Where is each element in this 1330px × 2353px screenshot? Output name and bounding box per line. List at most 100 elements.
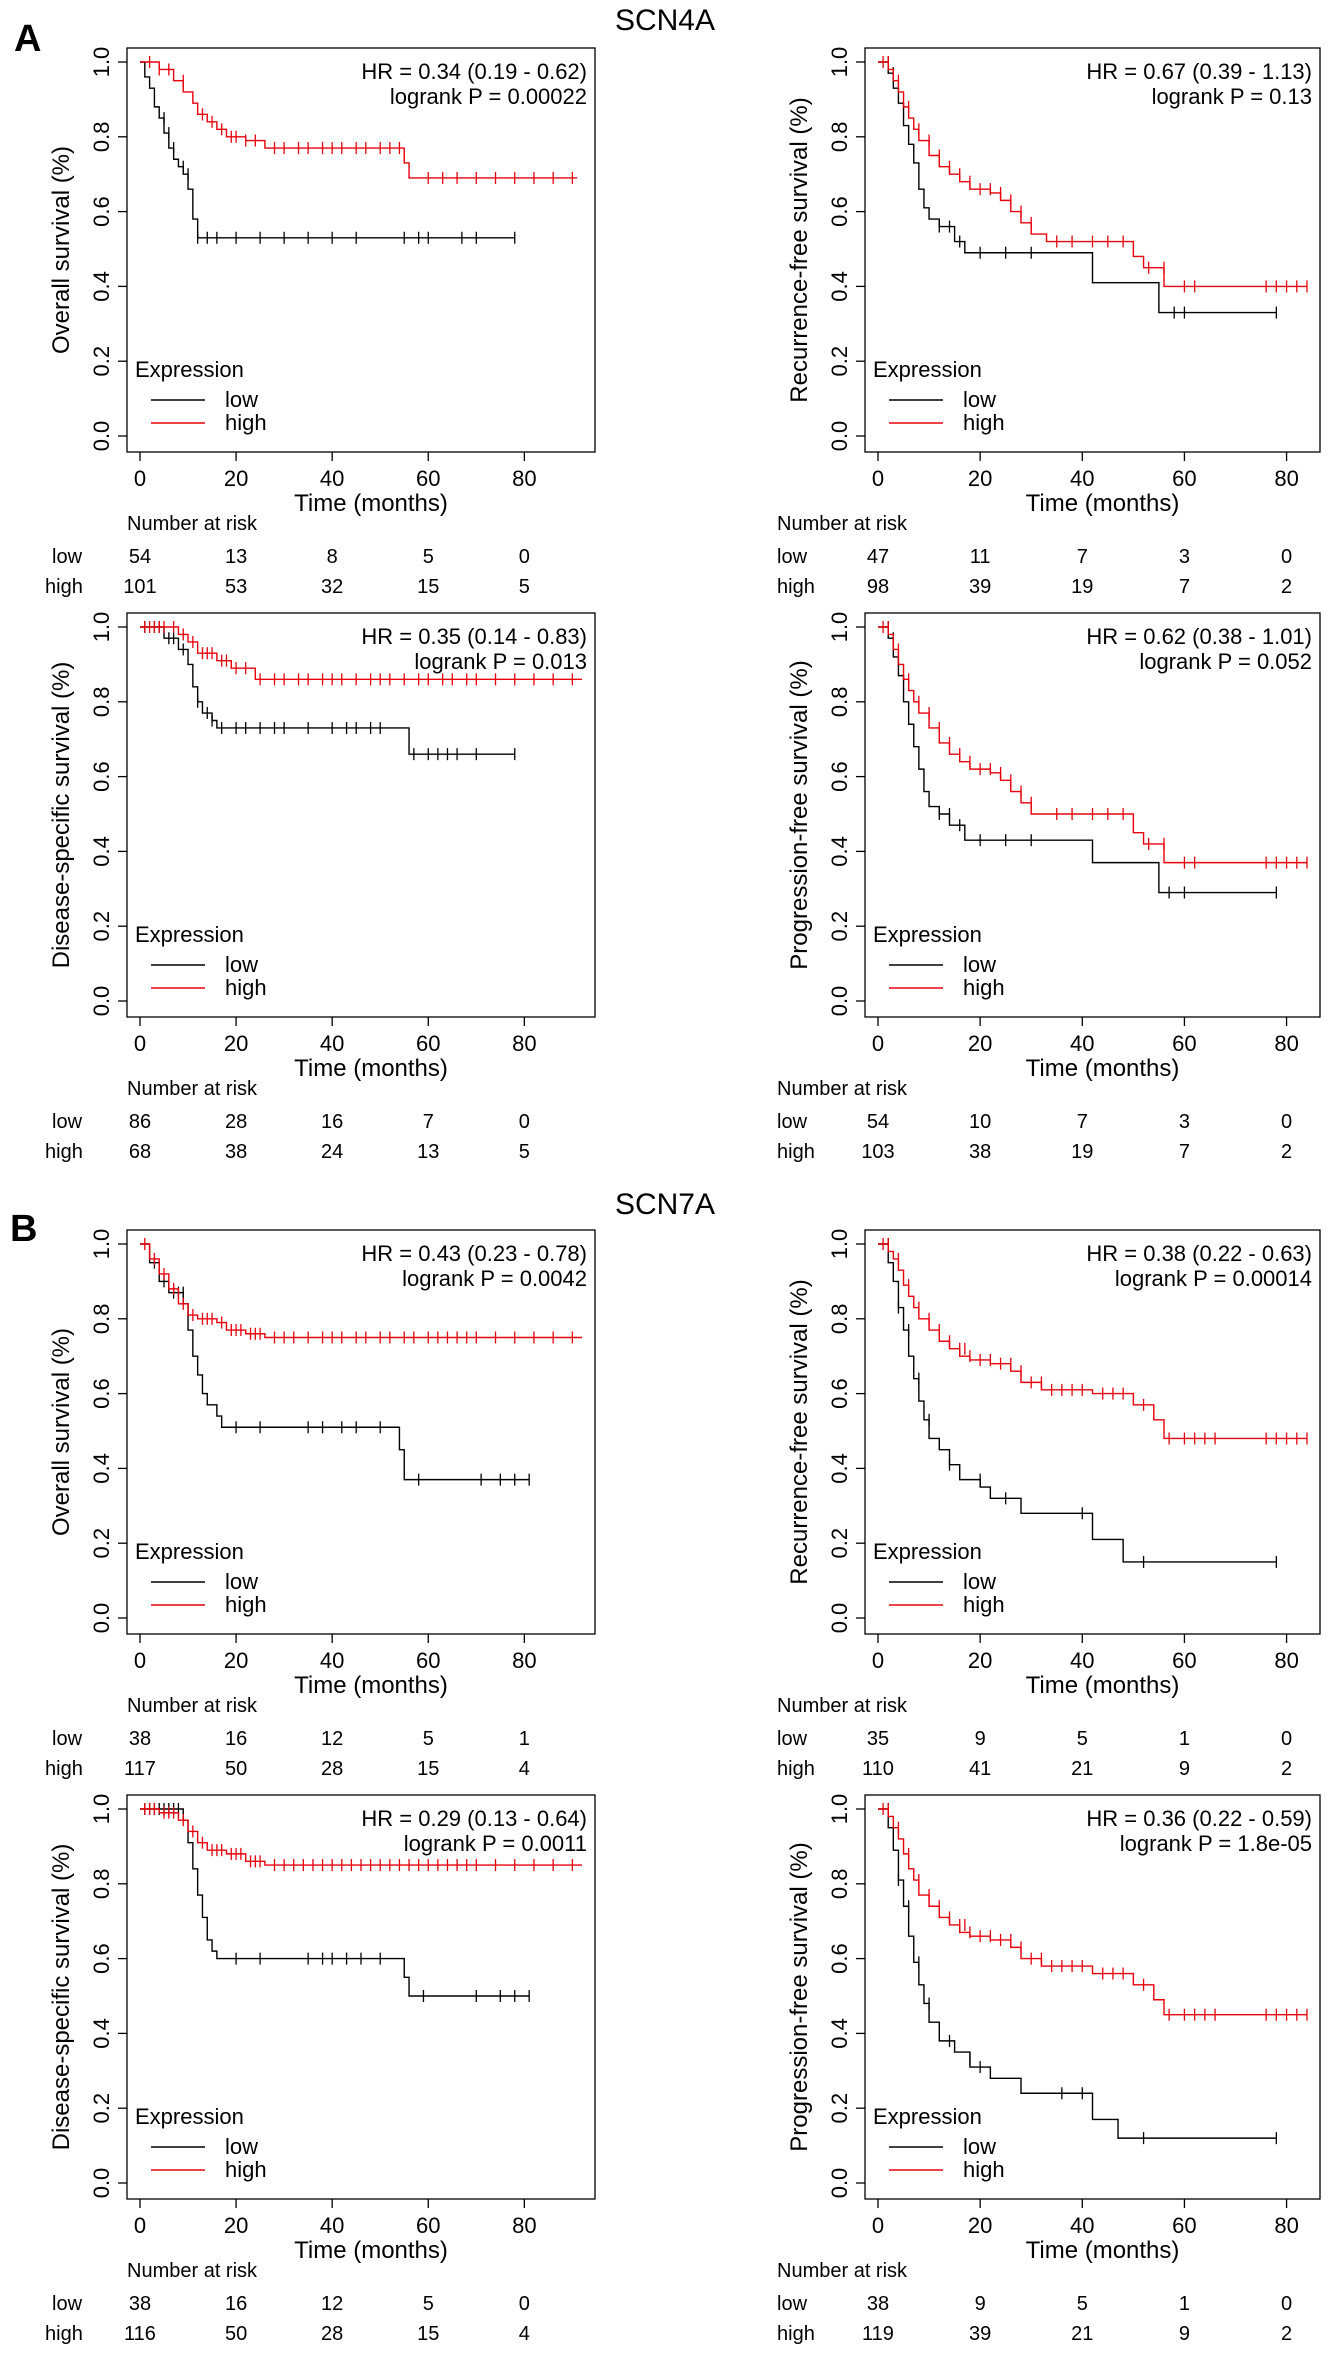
x-axis-title: Time (months) <box>1026 490 1180 517</box>
risk-count-high: 24 <box>321 1141 343 1163</box>
risk-count-low: 8 <box>327 546 338 568</box>
x-axis-title: Time (months) <box>294 2237 448 2264</box>
km-curve-low <box>140 61 515 239</box>
legend-title: Expression <box>873 2104 982 2129</box>
y-tick-label: 0.2 <box>827 346 852 377</box>
x-tick-label: 60 <box>416 1648 440 1673</box>
x-tick-label: 60 <box>416 1031 440 1056</box>
legend-label-low: low <box>225 387 258 412</box>
logrank-p-text: logrank P = 0.052 <box>1139 649 1312 674</box>
y-tick-label: 0.4 <box>827 2018 852 2049</box>
risk-table-title: Number at risk <box>777 2260 908 2282</box>
risk-count-low: 38 <box>867 2293 889 2315</box>
x-tick-label: 80 <box>512 2213 536 2238</box>
risk-count-low: 5 <box>1077 1728 1088 1750</box>
y-tick-label: 0.2 <box>827 2093 852 2124</box>
x-axis-title: Time (months) <box>294 1672 448 1699</box>
x-axis-title: Time (months) <box>294 490 448 517</box>
legend-label-high: high <box>963 975 1005 1000</box>
risk-count-high: 9 <box>1179 2323 1190 2345</box>
risk-count-low: 10 <box>969 1111 991 1133</box>
x-tick-label: 20 <box>224 2213 248 2238</box>
risk-count-high: 2 <box>1281 576 1292 598</box>
x-tick-label: 80 <box>1274 1031 1298 1056</box>
plot-frame <box>864 47 1321 453</box>
legend-label-high: high <box>225 1592 267 1617</box>
km-chart-svg: 0.0 0.2 0.4 0.6 0.8 1.0 Progression-free survi… <box>777 612 1321 1163</box>
risk-count-low: 28 <box>225 1111 247 1133</box>
risk-count-low: 16 <box>225 1728 247 1750</box>
legend-label-high: high <box>225 2157 267 2182</box>
x-tick-label: 0 <box>872 2213 884 2238</box>
risk-count-high: 5 <box>519 576 530 598</box>
y-tick-label: 0.4 <box>89 271 114 302</box>
y-axis-title: Overall survival (%) <box>48 146 75 354</box>
risk-count-low: 5 <box>423 546 434 568</box>
y-tick-label: 0.6 <box>89 761 114 792</box>
risk-count-low: 11 <box>970 546 991 568</box>
x-tick-label: 40 <box>320 1648 344 1673</box>
risk-row-label-high: high <box>45 1141 83 1163</box>
risk-count-high: 50 <box>225 1758 247 1780</box>
legend-label-low: low <box>963 952 996 977</box>
x-tick-label: 0 <box>134 2213 146 2238</box>
x-axis-title: Time (months) <box>1026 2237 1180 2264</box>
x-tick-label: 20 <box>224 1031 248 1056</box>
risk-row-label-low: low <box>52 1111 83 1133</box>
plot-frame <box>126 612 596 1018</box>
plot-frame <box>126 1229 596 1635</box>
km-panel-scn7a-os: 0.0 0.2 0.4 0.6 0.8 1.0 Overall survival (%) 0 2… <box>0 1222 665 1787</box>
y-axis-title: Overall survival (%) <box>48 1328 75 1536</box>
risk-row-label-low: low <box>777 2293 808 2315</box>
y-axis-title: Progression-free survival (%) <box>786 1842 813 2151</box>
legend-label-high: high <box>225 410 267 435</box>
risk-count-low: 5 <box>1077 2293 1088 2315</box>
y-tick-label: 0.8 <box>827 1304 852 1335</box>
risk-count-high: 21 <box>1071 2323 1093 2345</box>
risk-count-high: 15 <box>417 576 439 598</box>
km-curve-low <box>140 626 515 755</box>
risk-count-low: 0 <box>1281 2293 1292 2315</box>
hazard-ratio-text: HR = 0.36 (0.22 - 0.59) <box>1086 1806 1312 1831</box>
risk-count-high: 38 <box>969 1141 991 1163</box>
y-tick-label: 0.8 <box>89 1869 114 1900</box>
x-tick-label: 60 <box>1172 1031 1196 1056</box>
risk-row-label-high: high <box>45 1758 83 1780</box>
km-chart-svg: 0.0 0.2 0.4 0.6 0.8 1.0 Recurrence-free surviv… <box>777 1229 1321 1780</box>
risk-count-high: 53 <box>225 576 247 598</box>
risk-count-low: 0 <box>1281 546 1292 568</box>
risk-count-low: 38 <box>129 1728 151 1750</box>
panel-letter-b: B <box>10 1208 38 1250</box>
x-tick-label: 0 <box>134 1031 146 1056</box>
legend-label-high: high <box>963 1592 1005 1617</box>
x-tick-label: 60 <box>416 466 440 491</box>
x-tick-label: 20 <box>224 466 248 491</box>
y-tick-label: 0.2 <box>89 1528 114 1559</box>
y-tick-label: 0.6 <box>89 196 114 227</box>
plot-frame <box>126 1794 596 2200</box>
risk-table-title: Number at risk <box>127 1695 258 1717</box>
risk-table-title: Number at risk <box>127 513 258 535</box>
x-tick-label: 60 <box>1172 2213 1196 2238</box>
risk-count-high: 7 <box>1179 1141 1190 1163</box>
y-tick-label: 0.4 <box>89 1453 114 1484</box>
y-tick-label: 0.0 <box>89 421 114 452</box>
risk-count-high: 98 <box>867 576 889 598</box>
x-tick-label: 20 <box>968 2213 992 2238</box>
risk-count-low: 5 <box>423 2293 434 2315</box>
risk-row-label-high: high <box>45 576 83 598</box>
risk-count-low: 0 <box>519 546 530 568</box>
risk-count-low: 38 <box>129 2293 151 2315</box>
risk-table-title: Number at risk <box>127 2260 258 2282</box>
risk-count-low: 12 <box>321 2293 343 2315</box>
risk-count-high: 41 <box>969 1758 991 1780</box>
y-tick-label: 0.4 <box>827 1453 852 1484</box>
legend-title: Expression <box>873 1539 982 1564</box>
risk-count-high: 39 <box>969 2323 991 2345</box>
risk-count-low: 1 <box>1179 1728 1190 1750</box>
risk-count-high: 19 <box>1071 1141 1093 1163</box>
y-axis-title: Recurrence-free survival (%) <box>786 1279 813 1584</box>
x-tick-label: 20 <box>968 466 992 491</box>
y-tick-label: 0.6 <box>89 1943 114 1974</box>
y-tick-label: 0.0 <box>89 2168 114 2199</box>
